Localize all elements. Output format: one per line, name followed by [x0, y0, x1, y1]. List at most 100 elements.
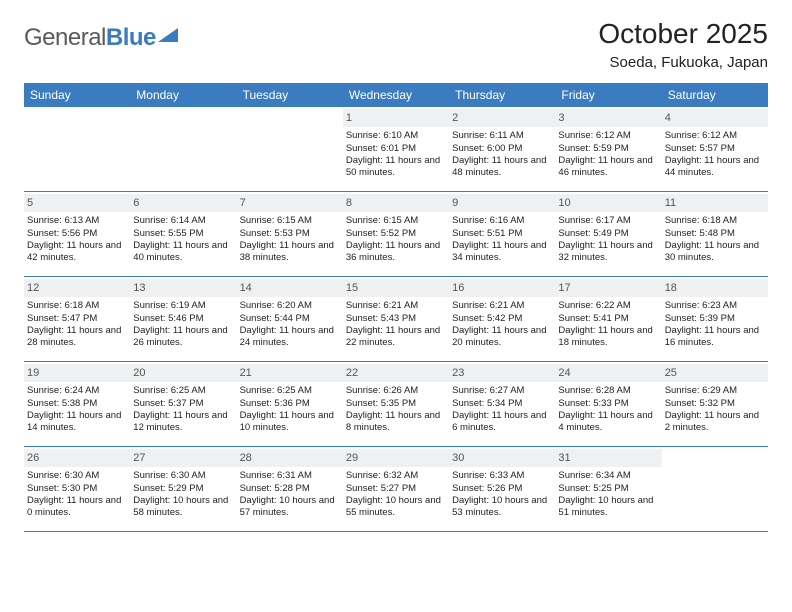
day-cell: 1Sunrise: 6:10 AMSunset: 6:01 PMDaylight… [343, 107, 449, 191]
sunrise-text: Sunrise: 6:15 AM [240, 215, 340, 227]
daylight-text: Daylight: 10 hours and 53 minutes. [452, 495, 552, 520]
day-cell [237, 107, 343, 191]
sunrise-text: Sunrise: 6:28 AM [558, 385, 658, 397]
day-cell: 13Sunrise: 6:19 AMSunset: 5:46 PMDayligh… [130, 277, 236, 361]
logo-triangle-icon [158, 28, 178, 42]
daylight-text: Daylight: 11 hours and 18 minutes. [558, 325, 658, 350]
sunset-text: Sunset: 5:35 PM [346, 398, 446, 410]
day-number: 23 [449, 364, 555, 382]
day-number: 17 [555, 279, 661, 297]
sunset-text: Sunset: 5:28 PM [240, 483, 340, 495]
day-cell: 21Sunrise: 6:25 AMSunset: 5:36 PMDayligh… [237, 362, 343, 446]
day-number: 10 [555, 194, 661, 212]
daylight-text: Daylight: 11 hours and 30 minutes. [665, 240, 765, 265]
sunset-text: Sunset: 5:29 PM [133, 483, 233, 495]
weekday-header-row: SundayMondayTuesdayWednesdayThursdayFrid… [24, 83, 768, 107]
sunset-text: Sunset: 5:27 PM [346, 483, 446, 495]
sunrise-text: Sunrise: 6:18 AM [665, 215, 765, 227]
day-number: 31 [555, 449, 661, 467]
day-cell: 11Sunrise: 6:18 AMSunset: 5:48 PMDayligh… [662, 192, 768, 276]
day-cell: 2Sunrise: 6:11 AMSunset: 6:00 PMDaylight… [449, 107, 555, 191]
sunrise-text: Sunrise: 6:22 AM [558, 300, 658, 312]
sunrise-text: Sunrise: 6:21 AM [346, 300, 446, 312]
sunset-text: Sunset: 5:32 PM [665, 398, 765, 410]
sunrise-text: Sunrise: 6:32 AM [346, 470, 446, 482]
weekday-header: Saturday [662, 83, 768, 107]
day-cell: 27Sunrise: 6:30 AMSunset: 5:29 PMDayligh… [130, 447, 236, 531]
day-number: 1 [343, 109, 449, 127]
day-number: 7 [237, 194, 343, 212]
daylight-text: Daylight: 11 hours and 44 minutes. [665, 155, 765, 180]
daylight-text: Daylight: 11 hours and 14 minutes. [27, 410, 127, 435]
week-row: 26Sunrise: 6:30 AMSunset: 5:30 PMDayligh… [24, 447, 768, 532]
day-cell: 30Sunrise: 6:33 AMSunset: 5:26 PMDayligh… [449, 447, 555, 531]
sunrise-text: Sunrise: 6:30 AM [27, 470, 127, 482]
day-cell: 15Sunrise: 6:21 AMSunset: 5:43 PMDayligh… [343, 277, 449, 361]
weeks-container: 1Sunrise: 6:10 AMSunset: 6:01 PMDaylight… [24, 107, 768, 532]
day-number: 27 [130, 449, 236, 467]
day-number: 28 [237, 449, 343, 467]
sunrise-text: Sunrise: 6:21 AM [452, 300, 552, 312]
sunrise-text: Sunrise: 6:16 AM [452, 215, 552, 227]
calendar-grid: SundayMondayTuesdayWednesdayThursdayFrid… [24, 83, 768, 532]
day-cell: 24Sunrise: 6:28 AMSunset: 5:33 PMDayligh… [555, 362, 661, 446]
day-number: 15 [343, 279, 449, 297]
sunset-text: Sunset: 5:49 PM [558, 228, 658, 240]
day-number [24, 109, 130, 113]
day-cell [130, 107, 236, 191]
day-number: 3 [555, 109, 661, 127]
day-number [662, 449, 768, 453]
day-cell [662, 447, 768, 531]
daylight-text: Daylight: 11 hours and 28 minutes. [27, 325, 127, 350]
day-cell: 26Sunrise: 6:30 AMSunset: 5:30 PMDayligh… [24, 447, 130, 531]
sunrise-text: Sunrise: 6:33 AM [452, 470, 552, 482]
daylight-text: Daylight: 10 hours and 57 minutes. [240, 495, 340, 520]
sunrise-text: Sunrise: 6:24 AM [27, 385, 127, 397]
day-cell: 3Sunrise: 6:12 AMSunset: 5:59 PMDaylight… [555, 107, 661, 191]
day-cell [24, 107, 130, 191]
weekday-header: Wednesday [343, 83, 449, 107]
daylight-text: Daylight: 11 hours and 16 minutes. [665, 325, 765, 350]
day-number: 21 [237, 364, 343, 382]
header: GeneralBlue October 2025 Soeda, Fukuoka,… [24, 18, 768, 71]
daylight-text: Daylight: 11 hours and 12 minutes. [133, 410, 233, 435]
week-row: 12Sunrise: 6:18 AMSunset: 5:47 PMDayligh… [24, 277, 768, 362]
day-cell: 4Sunrise: 6:12 AMSunset: 5:57 PMDaylight… [662, 107, 768, 191]
daylight-text: Daylight: 11 hours and 10 minutes. [240, 410, 340, 435]
day-cell: 17Sunrise: 6:22 AMSunset: 5:41 PMDayligh… [555, 277, 661, 361]
day-number: 13 [130, 279, 236, 297]
day-number: 12 [24, 279, 130, 297]
sunset-text: Sunset: 5:47 PM [27, 313, 127, 325]
sunset-text: Sunset: 5:30 PM [27, 483, 127, 495]
day-number: 14 [237, 279, 343, 297]
day-number: 24 [555, 364, 661, 382]
week-row: 1Sunrise: 6:10 AMSunset: 6:01 PMDaylight… [24, 107, 768, 192]
sunset-text: Sunset: 5:44 PM [240, 313, 340, 325]
week-row: 5Sunrise: 6:13 AMSunset: 5:56 PMDaylight… [24, 192, 768, 277]
weekday-header: Sunday [24, 83, 130, 107]
sunset-text: Sunset: 5:26 PM [452, 483, 552, 495]
sunset-text: Sunset: 5:51 PM [452, 228, 552, 240]
day-cell: 9Sunrise: 6:16 AMSunset: 5:51 PMDaylight… [449, 192, 555, 276]
sunrise-text: Sunrise: 6:10 AM [346, 130, 446, 142]
sunset-text: Sunset: 5:34 PM [452, 398, 552, 410]
day-number: 9 [449, 194, 555, 212]
day-cell: 10Sunrise: 6:17 AMSunset: 5:49 PMDayligh… [555, 192, 661, 276]
day-number: 11 [662, 194, 768, 212]
sunrise-text: Sunrise: 6:19 AM [133, 300, 233, 312]
day-cell: 25Sunrise: 6:29 AMSunset: 5:32 PMDayligh… [662, 362, 768, 446]
logo-word2: Blue [106, 24, 156, 51]
calendar-page: GeneralBlue October 2025 Soeda, Fukuoka,… [0, 0, 792, 550]
day-number: 4 [662, 109, 768, 127]
day-cell: 22Sunrise: 6:26 AMSunset: 5:35 PMDayligh… [343, 362, 449, 446]
sunrise-text: Sunrise: 6:34 AM [558, 470, 658, 482]
sunset-text: Sunset: 6:00 PM [452, 143, 552, 155]
daylight-text: Daylight: 11 hours and 42 minutes. [27, 240, 127, 265]
daylight-text: Daylight: 11 hours and 50 minutes. [346, 155, 446, 180]
sunrise-text: Sunrise: 6:11 AM [452, 130, 552, 142]
daylight-text: Daylight: 11 hours and 32 minutes. [558, 240, 658, 265]
day-cell: 29Sunrise: 6:32 AMSunset: 5:27 PMDayligh… [343, 447, 449, 531]
day-cell: 20Sunrise: 6:25 AMSunset: 5:37 PMDayligh… [130, 362, 236, 446]
daylight-text: Daylight: 11 hours and 24 minutes. [240, 325, 340, 350]
sunset-text: Sunset: 5:38 PM [27, 398, 127, 410]
